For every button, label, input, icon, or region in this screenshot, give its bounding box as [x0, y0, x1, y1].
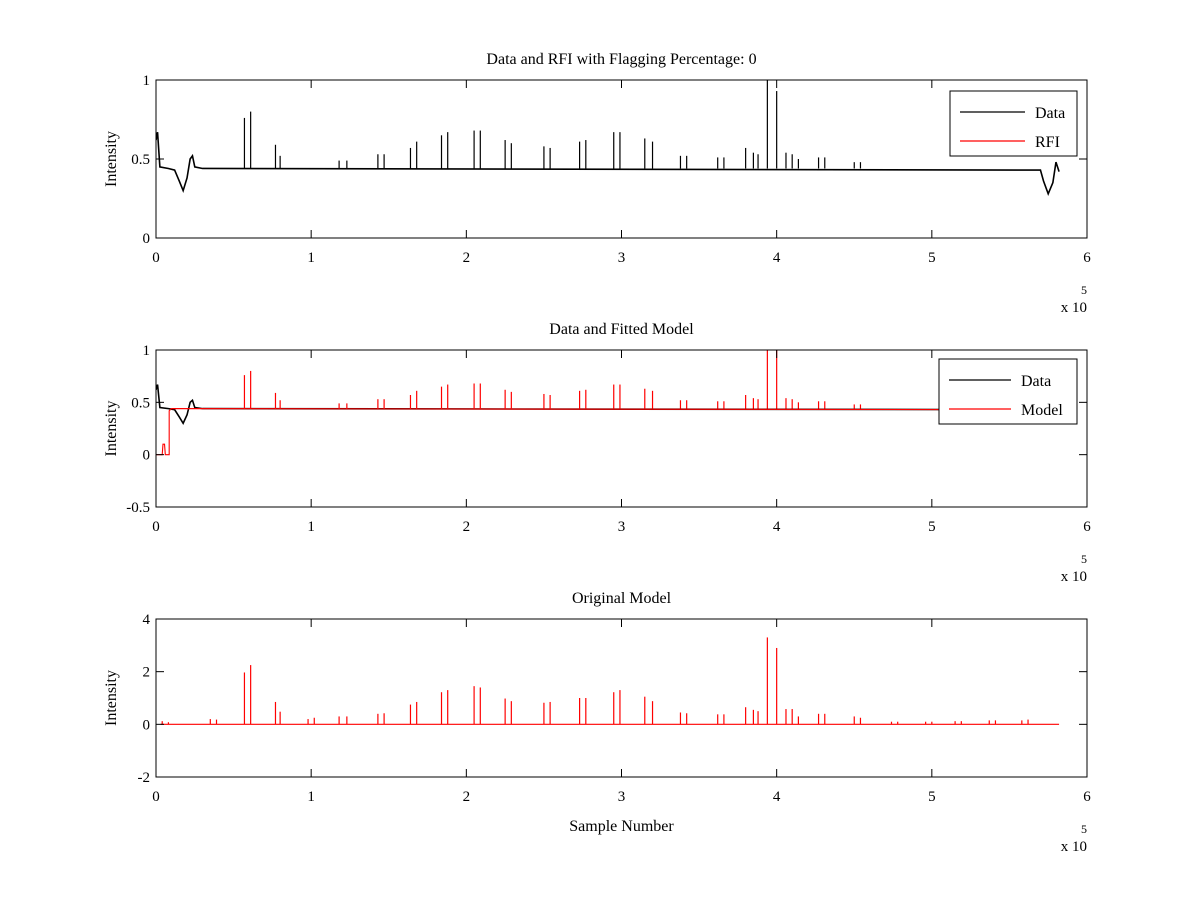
x-axis-multiplier: x 10 5 — [1061, 552, 1087, 585]
series-model-2 — [156, 350, 1060, 456]
y-tick-label: 0 — [143, 231, 151, 247]
y-tick-label: 2 — [143, 665, 151, 681]
x-axis-multiplier: x 10 5 — [1061, 283, 1087, 316]
x-tick-label: 6 — [1083, 250, 1091, 266]
x-multiplier-exponent: 5 — [1081, 822, 1087, 836]
y-tick-label: 4 — [143, 612, 151, 628]
subplot-title: Data and Fitted Model — [549, 321, 694, 338]
subplot-title: Data and RFI with Flagging Percentage: 0 — [486, 51, 756, 68]
y-tick-label: 0 — [143, 448, 151, 464]
x-tick-label: 3 — [618, 250, 626, 266]
x-tick-label: 2 — [463, 519, 471, 535]
plot-area — [160, 637, 1060, 725]
x-tick-label: 0 — [152, 789, 160, 805]
x-tick-label: 4 — [773, 250, 781, 266]
legend-entry-data: Data — [1021, 373, 1051, 390]
legend: Data RFI — [949, 90, 1078, 157]
x-tick-label: 6 — [1083, 789, 1091, 805]
legend-box — [949, 90, 1078, 157]
subplot-1: 0 1 2 3 4 5 6 0 0.5 1 Data and RFI with Flagging P… — [103, 51, 1091, 316]
series-line — [156, 131, 1060, 196]
y-axis-label: Intensity — [103, 131, 120, 187]
series-data-1 — [156, 80, 1060, 196]
x-multiplier-text: x 10 — [1061, 300, 1087, 316]
x-tick-label: 5 — [928, 250, 936, 266]
x-tick-label: 4 — [773, 789, 781, 805]
x-tick-label: 5 — [928, 789, 936, 805]
x-tick-label: 2 — [463, 789, 471, 805]
series-line — [156, 408, 1060, 456]
x-tick-label: 2 — [463, 250, 471, 266]
y-tick-label: 0.5 — [131, 152, 150, 168]
y-tick-label: -2 — [138, 770, 151, 786]
legend-box — [938, 358, 1078, 425]
x-tick-label: 0 — [152, 519, 160, 535]
y-tick-label: 0.5 — [131, 395, 150, 411]
x-tick-label: 1 — [307, 250, 315, 266]
x-tick-label: 0 — [152, 250, 160, 266]
x-multiplier-text: x 10 — [1061, 569, 1087, 585]
x-axis-multiplier: x 10 5 — [1061, 822, 1087, 855]
plot-area — [156, 350, 1060, 456]
y-tick-label: 1 — [143, 73, 151, 89]
x-tick-label: 5 — [928, 519, 936, 535]
y-axis-label: Intensity — [103, 401, 120, 457]
legend-entry-model: Model — [1021, 402, 1063, 419]
series-model-3 — [160, 637, 1060, 725]
x-axis-label: Sample Number — [569, 818, 674, 835]
legend: Data Model — [938, 358, 1078, 425]
x-tick-label: 1 — [307, 519, 315, 535]
y-tick-label: 0 — [143, 717, 151, 733]
x-multiplier-text: x 10 — [1061, 839, 1087, 855]
y-tick-label: 1 — [143, 343, 151, 359]
x-tick-label: 6 — [1083, 519, 1091, 535]
legend-entry-rfi: RFI — [1035, 134, 1060, 151]
legend-entry-data: Data — [1035, 105, 1065, 122]
x-multiplier-exponent: 5 — [1081, 552, 1087, 566]
plot-area — [156, 80, 1060, 196]
x-tick-label: 4 — [773, 519, 781, 535]
x-tick-label: 3 — [618, 789, 626, 805]
x-tick-label: 3 — [618, 519, 626, 535]
y-tick-label: -0.5 — [126, 500, 150, 516]
subplot-title: Original Model — [572, 590, 672, 607]
x-multiplier-exponent: 5 — [1081, 283, 1087, 297]
x-tick-label: 1 — [307, 789, 315, 805]
y-axis-label: Intensity — [103, 670, 120, 726]
subplots: 0 1 2 3 4 5 6 0 0.5 1 Data and RFI with Flagging P… — [103, 51, 1091, 855]
